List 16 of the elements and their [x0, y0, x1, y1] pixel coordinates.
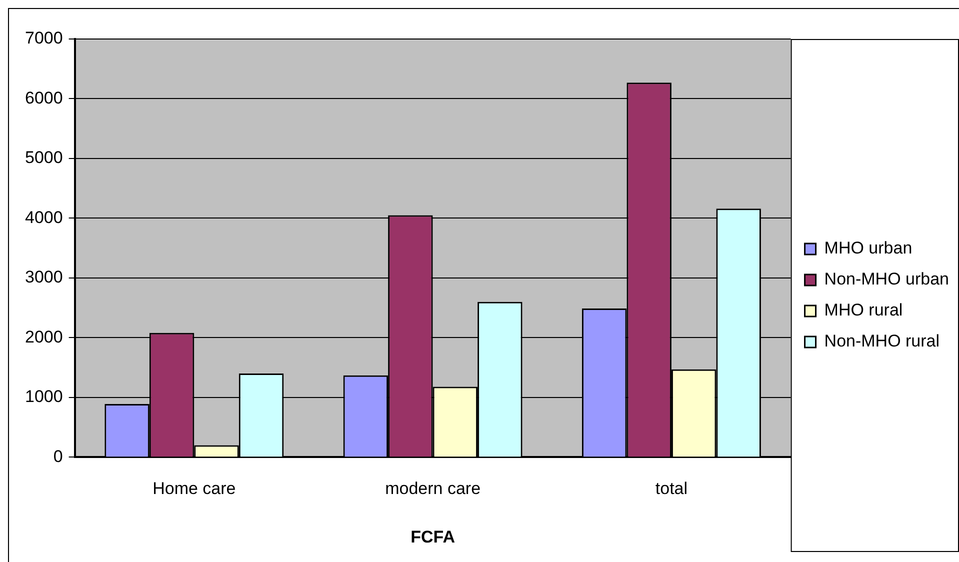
y-tick-label: 7000 — [24, 28, 63, 48]
y-tick-label: 5000 — [24, 148, 63, 168]
y-tick-label: 3000 — [24, 268, 63, 287]
x-tick-label: total — [655, 479, 688, 498]
y-tick-label: 1000 — [24, 387, 63, 406]
y-tick-label: 6000 — [24, 88, 63, 108]
legend-label: MHO urban — [824, 238, 912, 258]
y-tick-label: 2000 — [24, 327, 63, 346]
y-tick-label: 4000 — [24, 208, 63, 227]
x-tick-label: modern care — [385, 479, 481, 498]
legend-label: MHO rural — [824, 300, 903, 320]
legend-label: Non-MHO rural — [824, 332, 940, 351]
legend-label: Non-MHO urban — [824, 270, 950, 289]
x-axis-title: FCFA — [410, 527, 455, 546]
y-tick-label: 0 — [53, 446, 63, 466]
x-tick-label: Home care — [152, 479, 236, 498]
